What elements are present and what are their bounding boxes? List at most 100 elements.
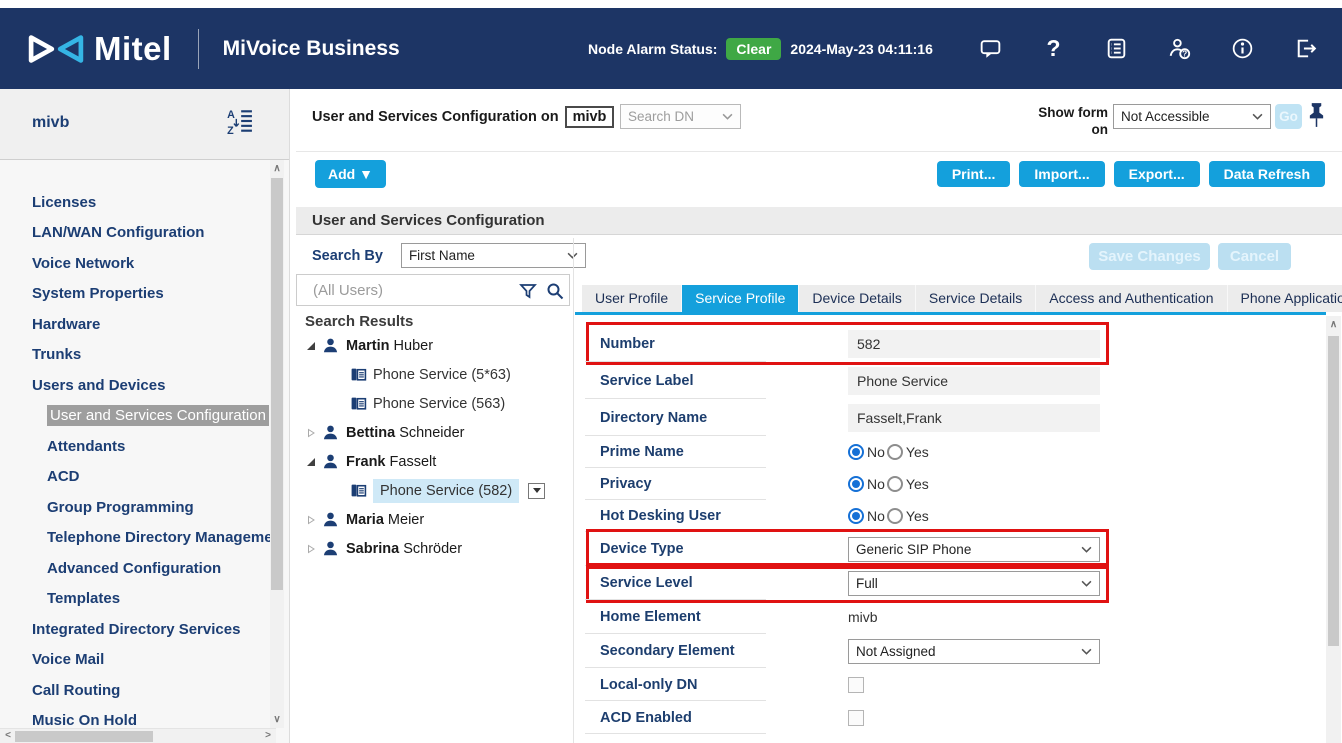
tab-device-details[interactable]: Device Details [799, 285, 916, 312]
scroll-down-arrow[interactable]: ∨ [273, 714, 281, 725]
expand-toggle-icon[interactable] [306, 428, 316, 438]
radio-no[interactable] [848, 444, 864, 460]
tree-user-item[interactable]: Sabrina Schröder [296, 534, 572, 563]
sidebar-item-label: Music On Hold [32, 712, 137, 728]
form-vertical-scrollbar[interactable]: ∧ [1326, 316, 1341, 743]
expand-toggle-icon[interactable] [306, 515, 316, 525]
search-icon[interactable] [546, 282, 564, 300]
phone-service-icon [350, 482, 367, 499]
export-button[interactable]: Export... [1113, 161, 1200, 187]
pin-icon[interactable] [1307, 102, 1326, 129]
user-help-icon[interactable]: ? [1167, 36, 1192, 61]
sidebar-item-templates[interactable]: Templates [0, 584, 270, 615]
sidebar-item-trunks[interactable]: Trunks [0, 340, 270, 371]
sidebar-item-label: LAN/WAN Configuration [32, 224, 205, 242]
sidebar-horizontal-scrollbar[interactable]: < > [0, 728, 276, 743]
collapse-toggle-icon[interactable] [306, 341, 316, 351]
radio-no[interactable] [848, 476, 864, 492]
sidebar-item-label: ACD [47, 468, 80, 486]
scroll-up-arrow[interactable]: ∧ [1329, 319, 1338, 330]
service-label[interactable]: Phone Service (582) [373, 478, 520, 503]
sidebar-item-advanced-configuration[interactable]: Advanced Configuration [0, 553, 270, 584]
page-title-text: User and Services Configuration on [312, 109, 559, 125]
cancel-button[interactable]: Cancel [1218, 243, 1291, 270]
device-type-select[interactable]: Generic SIP Phone [848, 536, 1100, 562]
sidebar-item-call-routing[interactable]: Call Routing [0, 675, 270, 706]
tab-phone-applications[interactable]: Phone Applications [1227, 285, 1342, 312]
filter-placeholder: (All Users) [313, 282, 383, 299]
search-by-select[interactable]: First Name [400, 243, 586, 268]
secondary-element-select[interactable]: Not Assigned [848, 638, 1100, 664]
search-dn-select[interactable]: Search DN [620, 104, 741, 129]
tree-service-item[interactable]: Phone Service (5*63) [296, 360, 572, 389]
logout-icon[interactable] [1293, 36, 1318, 61]
scrollbar-thumb[interactable] [1328, 336, 1339, 646]
radio-yes[interactable] [886, 444, 903, 460]
sidebar-item-licenses[interactable]: Licenses [0, 187, 270, 218]
acd-enabled-checkbox[interactable] [848, 709, 864, 726]
sidebar-item-telephone-directory-management[interactable]: Telephone Directory Management [0, 523, 270, 554]
service-label[interactable]: Phone Service (563) [373, 395, 506, 412]
sidebar-item-voice-mail[interactable]: Voice Mail [0, 645, 270, 676]
sidebar-item-system-properties[interactable]: System Properties [0, 279, 270, 310]
tree-service-item[interactable]: Phone Service (563) [296, 389, 572, 418]
tab-service-profile[interactable]: Service Profile [682, 285, 800, 312]
tab-service-details[interactable]: Service Details [915, 285, 1037, 312]
sort-az-icon[interactable]: A Z [225, 107, 253, 137]
main-content: User and Services Configuration on mivb S… [296, 89, 1342, 743]
scrollbar-thumb[interactable] [15, 731, 153, 742]
radio-yes[interactable] [886, 476, 903, 492]
local-only-dn-checkbox[interactable] [848, 676, 864, 693]
scrollbar-thumb[interactable] [271, 178, 283, 590]
sidebar-item-user-and-services-configuration[interactable]: User and Services Configuration [0, 401, 270, 432]
help-icon[interactable]: ? [1041, 36, 1066, 61]
tree-service-item[interactable]: Phone Service (582) [296, 476, 572, 505]
import-button[interactable]: Import... [1019, 161, 1105, 187]
sidebar-item-music-on-hold[interactable]: Music On Hold [0, 706, 270, 728]
tab-access-and-authentication[interactable]: Access and Authentication [1036, 285, 1228, 312]
print-button[interactable]: Print... [936, 161, 1011, 187]
tree-user-item[interactable]: Bettina Schneider [296, 418, 572, 447]
sidebar-item-users-and-devices[interactable]: Users and Devices [0, 370, 270, 401]
tab-user-profile[interactable]: User Profile [582, 285, 683, 312]
service-menu-button[interactable] [528, 482, 546, 499]
field-label: Prime Name [600, 444, 684, 460]
radio-no[interactable] [848, 508, 864, 524]
sidebar-vertical-scrollbar[interactable]: ∧ ∨ [270, 160, 284, 728]
go-button[interactable]: Go [1275, 104, 1302, 129]
sidebar-item-integrated-directory-services[interactable]: Integrated Directory Services [0, 614, 270, 645]
tree-user-item[interactable]: Martin Huber [296, 331, 572, 360]
field-label: Service Level [600, 575, 693, 591]
scroll-left-arrow[interactable]: < [5, 730, 11, 741]
expand-toggle-icon[interactable] [306, 544, 316, 554]
sidebar-item-acd[interactable]: ACD [0, 462, 270, 493]
chat-icon[interactable] [978, 36, 1003, 61]
sidebar-item-lan-wan-configuration[interactable]: LAN/WAN Configuration [0, 218, 270, 249]
data-refresh-button[interactable]: Data Refresh [1208, 161, 1325, 187]
user-filter-input[interactable]: (All Users) [296, 274, 570, 306]
filter-icon[interactable] [519, 282, 537, 300]
sidebar-item-attendants[interactable]: Attendants [0, 431, 270, 462]
sidebar-item-label: Voice Network [32, 254, 135, 272]
collapse-toggle-icon[interactable] [306, 457, 316, 467]
radio-yes[interactable] [886, 508, 903, 524]
user-name: Sabrina Schröder [346, 540, 463, 557]
sidebar-item-label: Telephone Directory Management [47, 529, 270, 547]
save-changes-button[interactable]: Save Changes [1089, 243, 1210, 270]
sidebar-item-label: Voice Mail [32, 651, 105, 669]
sidebar-item-voice-network[interactable]: Voice Network [0, 248, 270, 279]
service-label[interactable]: Phone Service (5*63) [373, 366, 511, 383]
forms-icon[interactable] [1104, 36, 1129, 61]
scroll-right-arrow[interactable]: > [265, 730, 271, 741]
add-button[interactable]: Add ▼ [315, 160, 386, 188]
tree-user-item[interactable]: Maria Meier [296, 505, 572, 534]
tree-user-item[interactable]: Frank Fasselt [296, 447, 572, 476]
service-level-select[interactable]: Full [848, 570, 1100, 596]
sidebar-item-hardware[interactable]: Hardware [0, 309, 270, 340]
info-icon[interactable] [1230, 36, 1255, 61]
show-form-on-select[interactable]: Not Accessible [1113, 104, 1271, 129]
scroll-up-arrow[interactable]: ∧ [273, 163, 281, 174]
system-name-box: mivb [564, 106, 615, 128]
sidebar-item-group-programming[interactable]: Group Programming [0, 492, 270, 523]
tab-underline [575, 312, 1326, 315]
